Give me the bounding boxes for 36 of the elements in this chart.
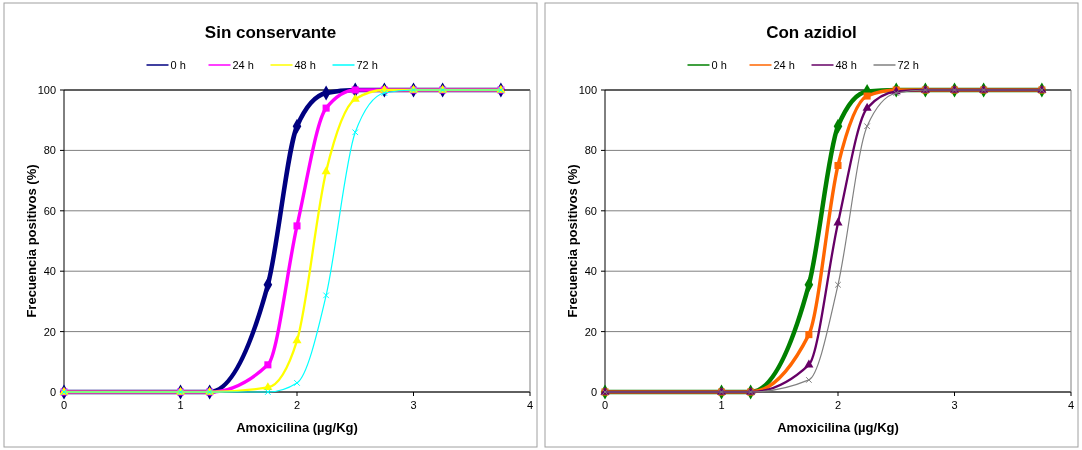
y-axis-title: Frecuencia positivos (%)	[24, 164, 39, 318]
x-tick-label: 0	[60, 399, 68, 411]
legend-label: 24 h	[232, 59, 254, 71]
y-tick-label: 20	[43, 325, 56, 338]
y-tick-label: 0	[49, 386, 56, 398]
legend-label: 72 h	[897, 59, 919, 71]
y-tick-label: 0	[590, 386, 597, 398]
y-tick-label: 80	[584, 144, 597, 157]
y-tick-label: 40	[584, 265, 597, 278]
x-tick-label: 2	[293, 399, 301, 411]
x-tick-label: 0	[601, 399, 609, 411]
y-tick-label: 40	[43, 265, 56, 278]
y-axis-title: Frecuencia positivos (%)	[565, 164, 580, 318]
x-axis-title: Amoxicilina (µg/Kg)	[777, 420, 899, 435]
legend-label: 0 h	[170, 59, 186, 71]
x-tick-label: 3	[951, 399, 958, 411]
x-tick-label: 4	[526, 399, 534, 411]
y-tick-label: 60	[43, 204, 56, 217]
x-tick-label: 1	[718, 399, 725, 411]
legend-label: 72 h	[356, 59, 378, 71]
y-tick-label: 100	[578, 84, 597, 96]
legend-label: 48 h	[294, 59, 316, 71]
y-tick-label: 20	[584, 325, 597, 338]
x-tick-label: 2	[834, 399, 842, 411]
legend-label: 0 h	[711, 59, 727, 71]
x-axis-title: Amoxicilina (µg/Kg)	[236, 420, 358, 435]
chart-title: Sin conservante	[204, 23, 337, 42]
y-tick-label: 80	[43, 144, 56, 157]
chart-title: Con azidiol	[766, 23, 857, 42]
x-tick-label: 1	[177, 399, 184, 411]
x-tick-label: 3	[410, 399, 417, 411]
legend-label: 48 h	[835, 59, 857, 71]
legend-label: 24 h	[773, 59, 795, 71]
y-tick-label: 60	[584, 204, 597, 217]
x-tick-label: 4	[1067, 399, 1075, 411]
y-tick-label: 100	[37, 84, 56, 96]
